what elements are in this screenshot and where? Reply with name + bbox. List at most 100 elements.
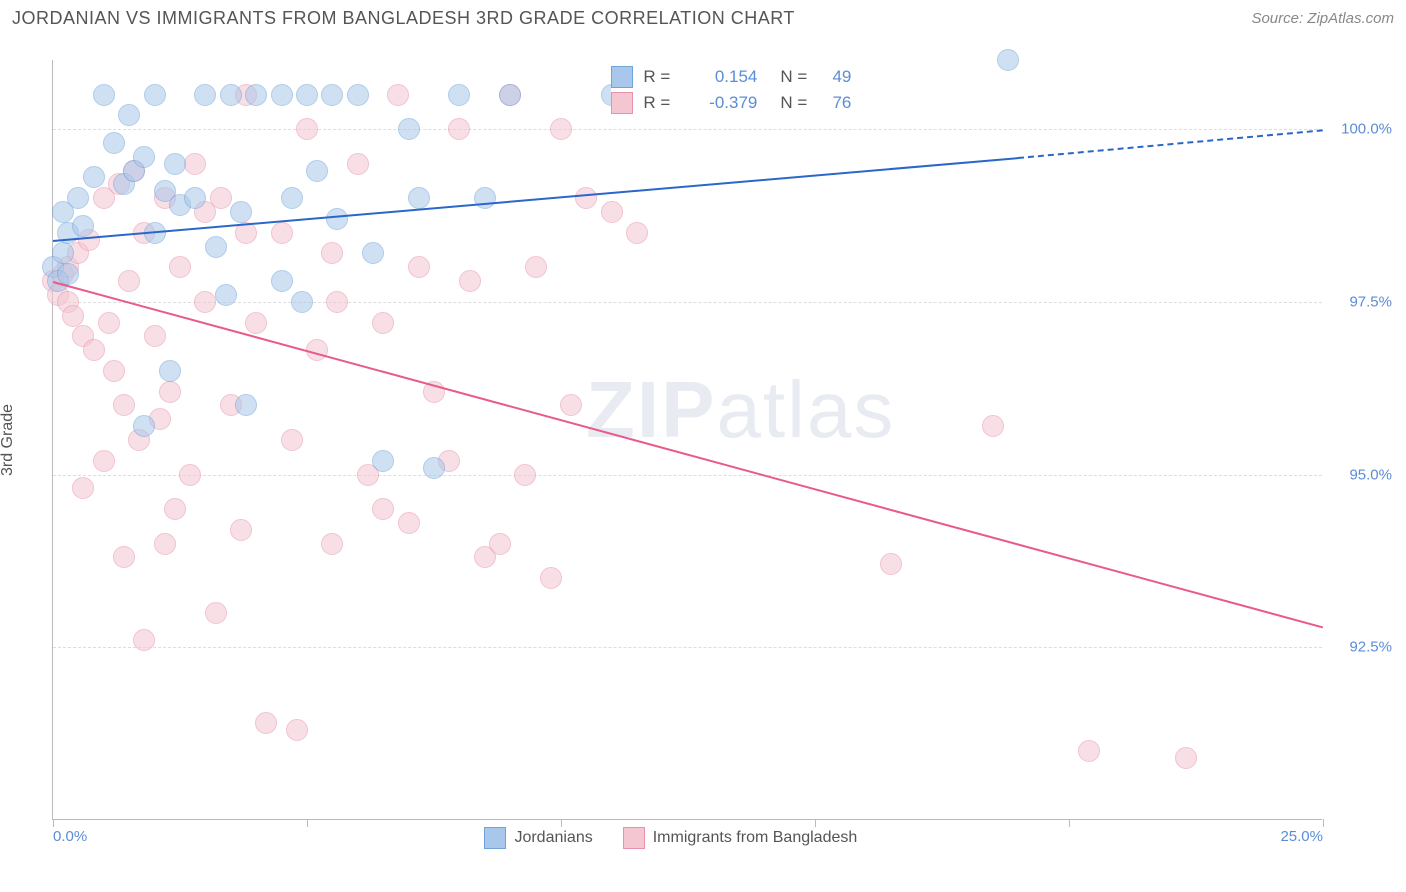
scatter-point: [997, 49, 1019, 71]
scatter-point: [194, 84, 216, 106]
source-label: Source: ZipAtlas.com: [1251, 10, 1394, 27]
scatter-point: [52, 242, 74, 264]
scatter-point: [372, 498, 394, 520]
scatter-point: [159, 360, 181, 382]
scatter-point: [601, 201, 623, 223]
scatter-point: [230, 201, 252, 223]
y-tick-label: 92.5%: [1332, 639, 1392, 656]
scatter-point: [499, 84, 521, 106]
scatter-point: [514, 464, 536, 486]
scatter-point: [144, 325, 166, 347]
scatter-point: [306, 160, 328, 182]
scatter-point: [169, 256, 191, 278]
x-tick-label: 0.0%: [53, 828, 87, 845]
chart-container: 3rd Grade 92.5%95.0%97.5%100.0%0.0%25.0%…: [12, 40, 1394, 840]
scatter-point: [220, 84, 242, 106]
scatter-point: [144, 84, 166, 106]
scatter-point: [205, 236, 227, 258]
scatter-point: [321, 242, 343, 264]
scatter-point: [93, 84, 115, 106]
y-tick-label: 100.0%: [1332, 121, 1392, 138]
scatter-point: [271, 222, 293, 244]
scatter-point: [550, 118, 572, 140]
scatter-point: [286, 719, 308, 741]
scatter-point: [880, 553, 902, 575]
scatter-point: [296, 118, 318, 140]
scatter-point: [235, 394, 257, 416]
scatter-point: [362, 242, 384, 264]
trend-line: [53, 281, 1324, 628]
scatter-point: [93, 450, 115, 472]
y-tick-label: 95.0%: [1332, 466, 1392, 483]
legend-stats: R =0.154N =49R =-0.379N =76: [611, 60, 851, 120]
legend-r-label: R =: [643, 67, 677, 87]
scatter-point: [271, 84, 293, 106]
trend-line: [1018, 129, 1323, 159]
scatter-point: [184, 187, 206, 209]
scatter-point: [321, 84, 343, 106]
gridline-h: [53, 475, 1322, 476]
scatter-point: [205, 602, 227, 624]
scatter-point: [83, 339, 105, 361]
legend-n-value: 49: [817, 67, 851, 87]
gridline-h: [53, 302, 1322, 303]
scatter-point: [1175, 747, 1197, 769]
scatter-point: [245, 312, 267, 334]
scatter-point: [408, 187, 430, 209]
legend-r-value: 0.154: [687, 67, 757, 87]
scatter-point: [57, 263, 79, 285]
legend-series-name: Jordanians: [514, 829, 592, 847]
scatter-point: [179, 464, 201, 486]
x-tick: [815, 819, 816, 827]
chart-title: JORDANIAN VS IMMIGRANTS FROM BANGLADESH …: [12, 8, 795, 29]
scatter-point: [154, 533, 176, 555]
scatter-point: [230, 519, 252, 541]
scatter-point: [103, 360, 125, 382]
scatter-point: [194, 291, 216, 313]
scatter-point: [103, 132, 125, 154]
y-tick-label: 97.5%: [1332, 293, 1392, 310]
x-tick-label: 25.0%: [1280, 828, 1323, 845]
gridline-h: [53, 647, 1322, 648]
x-tick: [561, 819, 562, 827]
scatter-point: [83, 166, 105, 188]
scatter-point: [281, 429, 303, 451]
scatter-point: [215, 284, 237, 306]
legend-swatch: [611, 92, 633, 114]
scatter-point: [118, 104, 140, 126]
scatter-point: [67, 187, 89, 209]
scatter-point: [245, 84, 267, 106]
scatter-point: [1078, 740, 1100, 762]
scatter-point: [372, 450, 394, 472]
scatter-point: [448, 118, 470, 140]
scatter-point: [133, 146, 155, 168]
scatter-point: [982, 415, 1004, 437]
scatter-point: [291, 291, 313, 313]
scatter-point: [113, 394, 135, 416]
scatter-point: [321, 533, 343, 555]
scatter-point: [474, 187, 496, 209]
legend-swatch: [484, 827, 506, 849]
scatter-point: [560, 394, 582, 416]
legend-swatch: [623, 827, 645, 849]
scatter-point: [133, 415, 155, 437]
gridline-h: [53, 129, 1322, 130]
scatter-point: [423, 457, 445, 479]
x-tick: [1323, 819, 1324, 827]
scatter-point: [372, 312, 394, 334]
scatter-point: [72, 215, 94, 237]
legend-n-label: N =: [767, 67, 807, 87]
legend-series-name: Immigrants from Bangladesh: [653, 829, 858, 847]
scatter-point: [271, 270, 293, 292]
scatter-point: [255, 712, 277, 734]
scatter-point: [398, 512, 420, 534]
plot-area: 92.5%95.0%97.5%100.0%0.0%25.0%ZIPatlasR …: [52, 60, 1322, 820]
scatter-point: [525, 256, 547, 278]
x-tick: [1069, 819, 1070, 827]
legend-r-label: R =: [643, 93, 677, 113]
watermark: ZIPatlas: [586, 364, 895, 456]
x-tick: [53, 819, 54, 827]
scatter-point: [113, 546, 135, 568]
legend-series: Jordanians Immigrants from Bangladesh: [484, 827, 857, 849]
scatter-point: [398, 118, 420, 140]
